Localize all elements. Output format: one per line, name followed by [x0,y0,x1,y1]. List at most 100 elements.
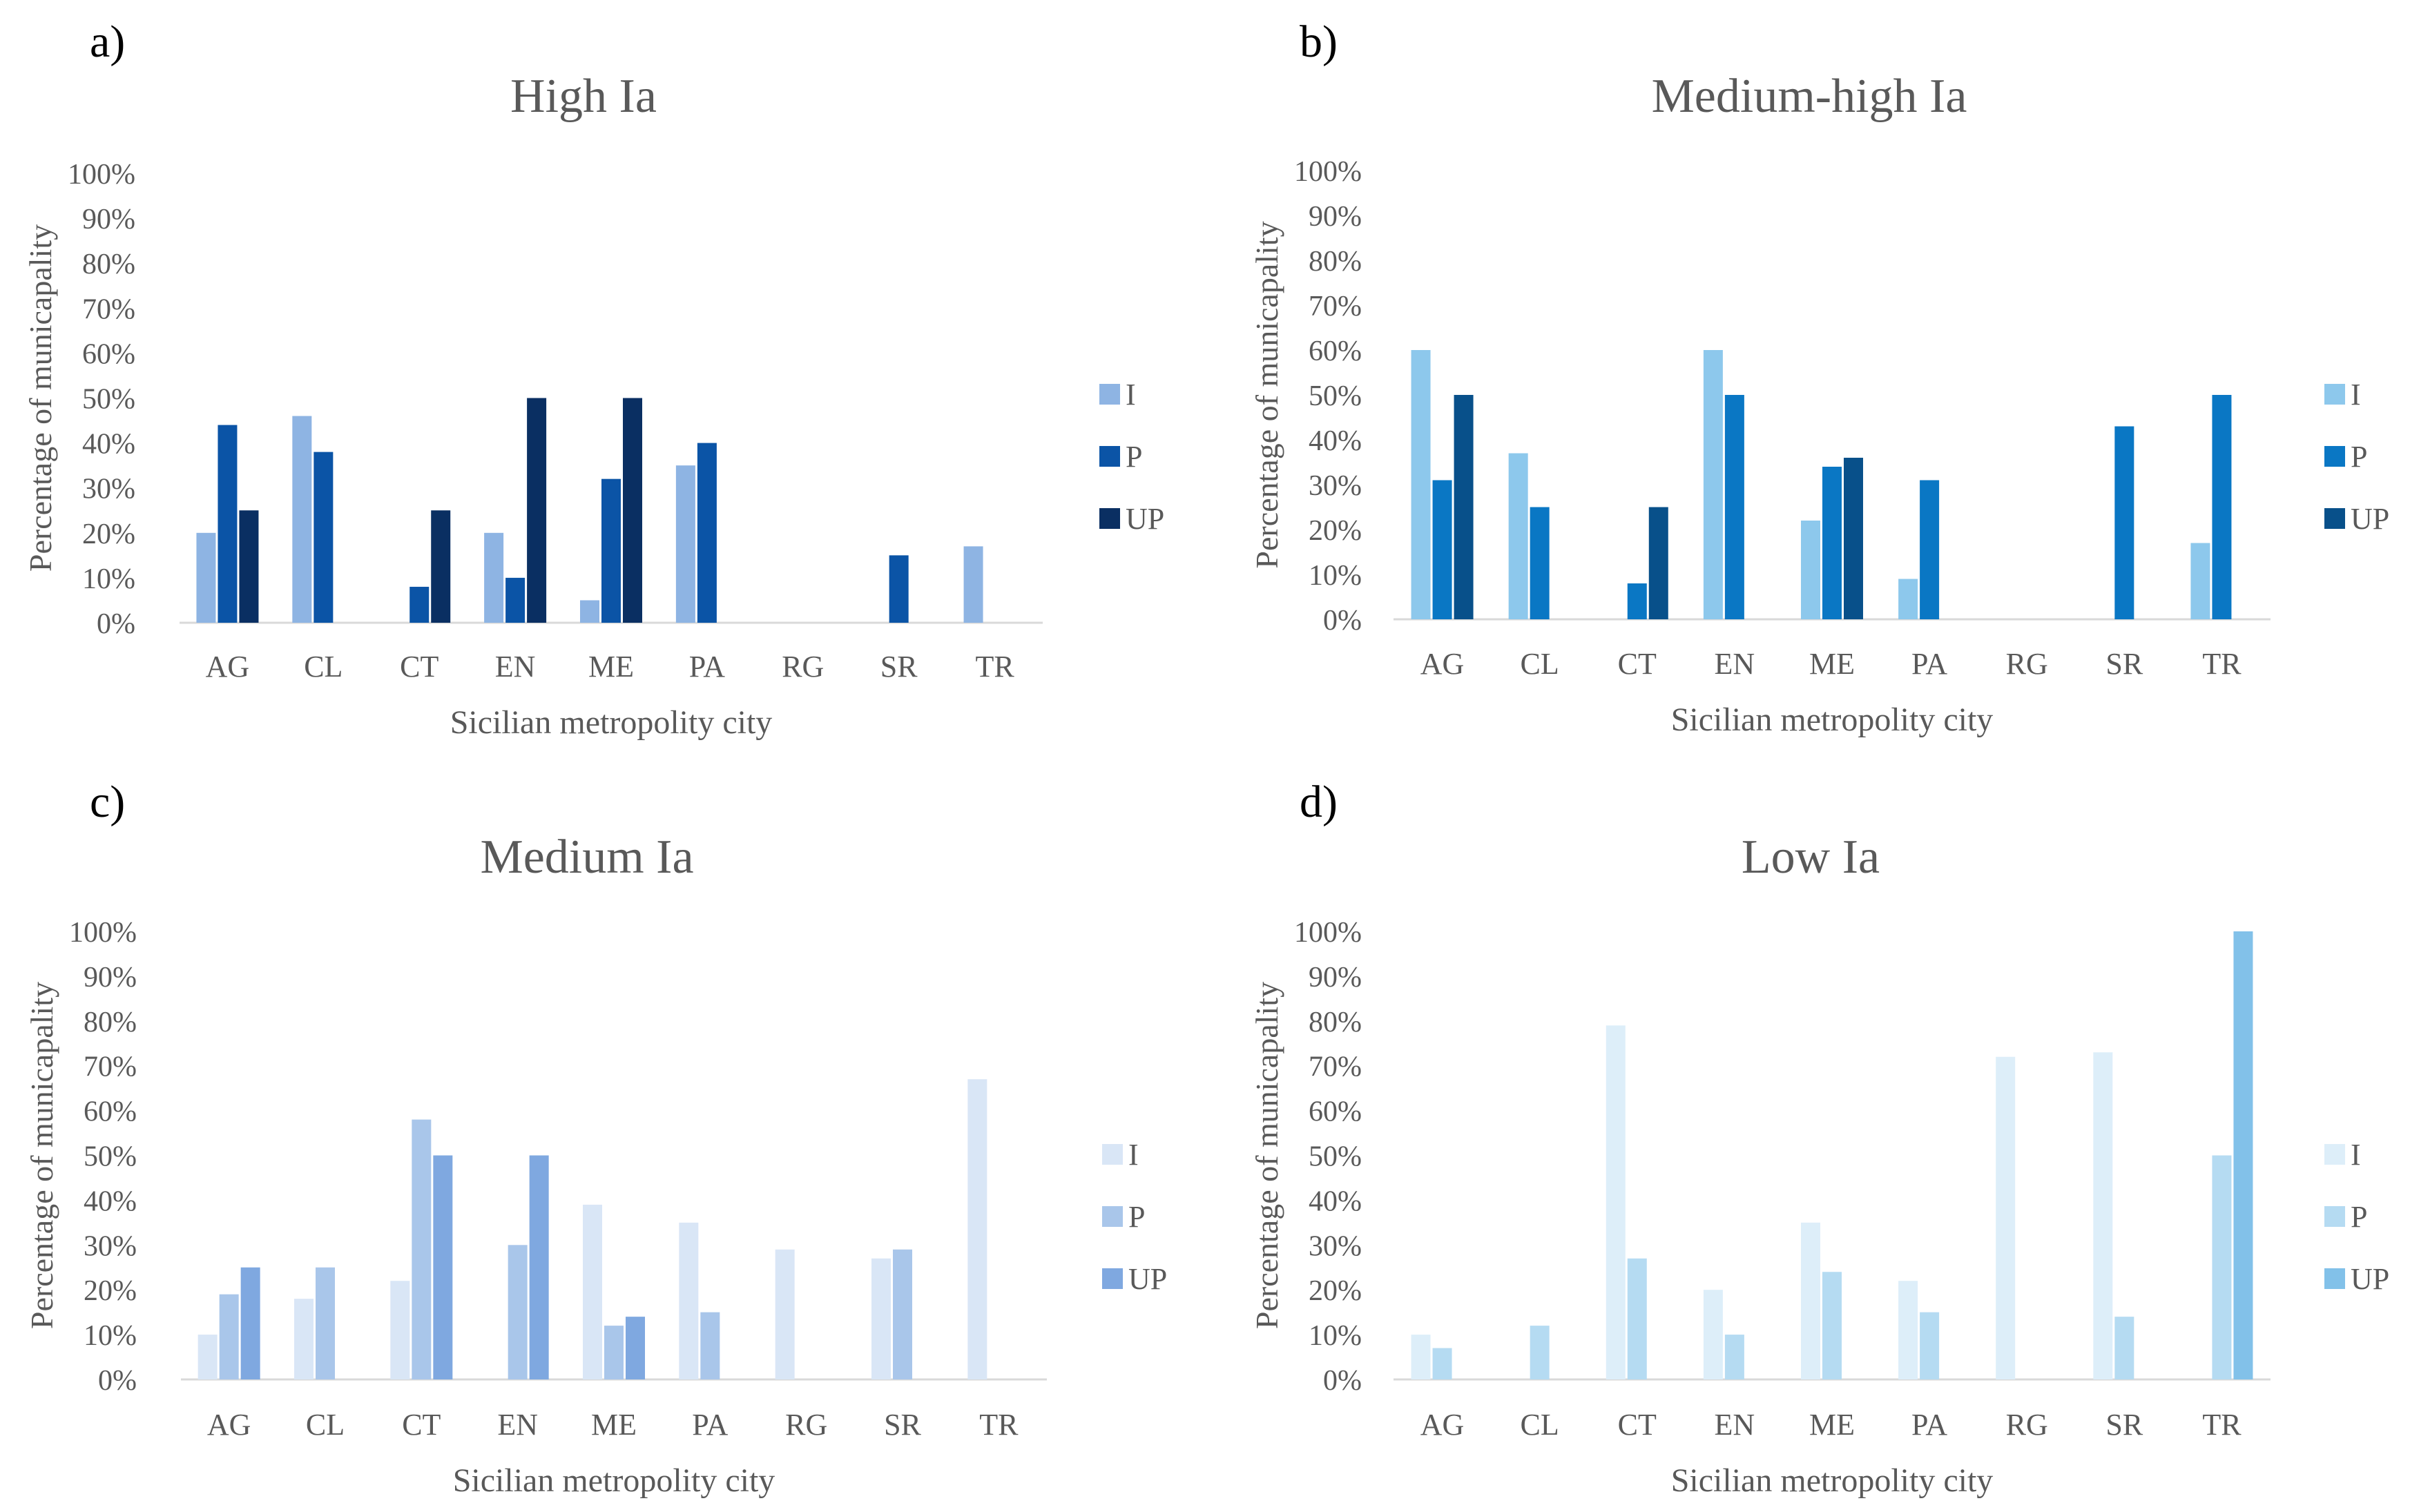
x-tick-label: CL [304,650,343,684]
bar-EN-UP [529,1155,549,1379]
y-tick-label: 0% [1323,605,1362,637]
y-tick-label: 30% [1309,1230,1362,1262]
x-tick-label: SR [2105,647,2143,681]
y-tick-label: 90% [1309,962,1362,994]
bar-SR-P [2114,426,2134,619]
bar-SR-I [2093,1052,2113,1379]
chart-panel-d: d) Low Ia 0% 10% 20% 30% 40% 50% 60% 70% 80% 90% 100… [1249,777,2389,1499]
x-tick-label: EN [1715,1408,1755,1442]
bar-CT-I [390,1281,410,1379]
legend-label-UP: UP [2351,1262,2389,1296]
x-tick-label: RG [785,1408,827,1442]
y-tick-label: 90% [84,962,137,994]
y-tick-label: 30% [82,474,135,505]
bar-ME-P [1822,467,1842,619]
legend-swatch-P [2324,1206,2345,1227]
y-tick-label: 70% [84,1051,137,1083]
bar-ME-UP [626,1317,645,1379]
x-tick-label: PA [692,1408,728,1442]
y-tick-label: 30% [84,1230,137,1262]
bar-ME-P [601,478,621,623]
bar-AG-P [1432,1348,1452,1379]
bar-EN-P [1724,395,1744,619]
x-tick-label: EN [495,650,536,684]
bar-CT-UP [433,1155,453,1379]
legend-label-P: P [2351,440,2367,474]
bar-CT-P [1627,1258,1647,1379]
bar-EN-I [1703,350,1723,619]
bar-AG-P [1432,480,1452,619]
y-axis-label: Percentage of municapality [1249,982,1284,1329]
bar-TR-I [2190,543,2210,619]
legend-swatch-I [1099,384,1120,405]
bar-AG-UP [240,1267,260,1379]
chart-panel-c: c) Medium Ia 0% 10% 20% 30% 40% 50% 60% 70% 80% 90%… [24,777,1167,1499]
y-axis-label: Percentage of municapality [23,224,58,572]
y-tick-label: 50% [82,384,135,416]
y-tick-label: 40% [84,1185,137,1217]
legend-swatch-UP [1099,508,1120,529]
x-tick-label: ME [591,1408,637,1442]
y-tick-label: 80% [82,249,135,280]
legend-swatch-UP [2324,508,2345,529]
y-axis-label: Percentage of municapality [1249,221,1284,568]
y-tick-label: 50% [1309,380,1362,412]
legend-label-UP: UP [1126,502,1164,536]
x-tick-label: SR [880,650,918,684]
x-tick-label: EN [497,1408,538,1442]
bar-PA-P [1920,480,1940,619]
y-tick-label: 10% [82,563,135,595]
bar-ME-I [1801,521,1820,619]
x-tick-label: AG [207,1408,251,1442]
legend-label-UP: UP [1128,1262,1167,1296]
bar-CT-UP [1648,507,1668,619]
panel-label: c) [90,777,125,827]
legend-label-I: I [2351,1138,2361,1172]
bar-CL-I [1508,453,1528,619]
bar-ME-UP [1844,458,1863,619]
chart-title: High Ia [510,70,657,123]
bar-PA-I [675,465,695,623]
y-tick-label: 50% [84,1141,137,1173]
x-tick-label: AG [206,650,250,684]
x-tick-label: CT [1618,647,1657,681]
x-tick-label: AG [1420,1408,1465,1442]
x-tick-label: ME [588,650,634,684]
x-tick-label: PA [689,650,725,684]
panel-label: b) [1300,17,1338,67]
legend-label-P: P [2351,1200,2367,1234]
y-tick-label: 80% [84,1007,137,1038]
panel-label: a) [90,17,125,67]
y-tick-label: 0% [98,1365,137,1397]
bar-ME-P [604,1326,624,1379]
bar-PA-P [700,1312,720,1379]
chart-title: Medium-high Ia [1652,70,1967,123]
bar-EN-I [1703,1290,1723,1379]
bar-SR-P [893,1249,912,1379]
bar-AG-I [196,532,216,623]
y-tick-label: 70% [82,293,135,325]
bar-RG-I [1996,1056,2016,1379]
x-tick-label: RG [2006,647,2048,681]
x-tick-label: CT [402,1408,441,1442]
x-tick-label: SR [884,1408,921,1442]
y-tick-label: 70% [1309,1051,1362,1083]
y-tick-label: 30% [1309,470,1362,502]
y-tick-label: 40% [82,429,135,461]
y-tick-label: 90% [82,204,135,235]
legend-swatch-I [2324,384,2345,405]
y-tick-label: 40% [1309,1185,1362,1217]
panel-label: d) [1300,777,1338,827]
bar-ME-UP [623,398,642,623]
bar-TR-P [2212,1155,2232,1379]
x-tick-label: CL [1521,1408,1559,1442]
x-tick-label: SR [2105,1408,2143,1442]
bar-TR-I [967,1079,987,1379]
y-tick-label: 10% [84,1320,137,1352]
legend-label-UP: UP [2351,502,2389,536]
bar-ME-I [580,600,599,623]
bar-CT-P [1627,583,1647,619]
y-tick-label: 10% [1309,1320,1362,1352]
x-axis-label: Sicilian metropolity city [453,1462,775,1499]
